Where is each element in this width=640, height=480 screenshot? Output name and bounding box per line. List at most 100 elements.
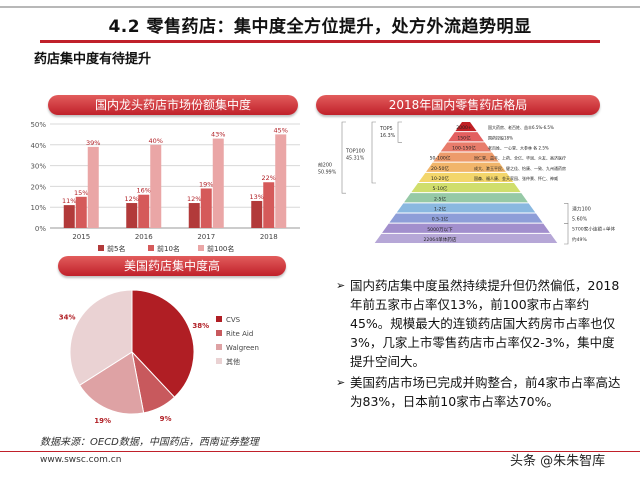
bracket-line: [371, 121, 376, 184]
pyramid-level-label: 5-10亿: [432, 185, 447, 192]
bar: [275, 134, 287, 228]
pyramid-level: [433, 152, 499, 162]
bracket-label: 5700家小连锁+单体: [572, 226, 616, 233]
section-subtitle: 药店集中度有待提升: [34, 52, 152, 67]
bar: [200, 188, 212, 228]
pyramid-level: [382, 223, 550, 233]
pyramid-level-text: 老百姓、一心堂、大参林 各 2.5%: [488, 144, 549, 150]
pyramid-level: [426, 162, 506, 172]
bar: [63, 205, 75, 228]
bar-value-label: 39%: [86, 139, 100, 147]
bar-value-label: 11%: [62, 197, 76, 205]
bracket-value: 50.99%: [318, 170, 337, 176]
bracket-line: [397, 121, 402, 143]
pyramid-level-label: 5000万以下: [427, 227, 453, 233]
china-share-chart-title: 国内龙头药店市场份额集中度: [48, 95, 298, 115]
legend-swatch: [216, 316, 222, 322]
bar-value-label: 12%: [125, 195, 139, 203]
bar-value-label: 16%: [137, 187, 151, 195]
pyramid-level-label: 22064单体药店: [424, 236, 457, 243]
bar: [138, 194, 150, 228]
pyramid-level-label: 100-150亿: [452, 144, 476, 151]
bar-value-label: 45%: [274, 126, 288, 134]
pyramid-level: [448, 132, 484, 142]
pyramid-level: [374, 233, 558, 243]
x-tick-label: 2015: [72, 233, 90, 241]
pyramid-level-text: 国森、福人康、金天家园、张仲景、怀仁、神威: [474, 175, 558, 181]
bar: [263, 182, 275, 228]
bracket-label: 潜力100: [572, 205, 591, 212]
retail-pharmacy-pyramid: 2000+ 国大药房、老百姓、益丰6.5%-6.5% 150亿 国药控股18% 100-…: [318, 121, 616, 245]
title-underline: [40, 40, 600, 43]
bracket-label: 前200: [318, 162, 332, 169]
y-tick-label: 20%: [30, 183, 46, 191]
bar: [251, 200, 263, 228]
pyramid-level-label: 50-100亿: [430, 155, 451, 162]
pie-slice: [131, 289, 195, 398]
us-chart-title: 美国药店集中度高: [58, 256, 286, 276]
pyramid-level-label: 150亿: [457, 134, 471, 141]
bracket-label: TOP100: [345, 149, 365, 155]
china-share-bar-chart: 0%10%20%30%40%50%11%15%39%201512%16%40%2…: [30, 121, 300, 253]
bar-value-label: 19%: [199, 180, 213, 188]
legend-swatch: [216, 330, 222, 336]
pyramid-level-text: 国大药房、老百姓、益丰6.5%-6.5%: [488, 124, 554, 130]
legend-swatch: [198, 245, 204, 251]
legend-swatch: [98, 245, 104, 251]
y-tick-label: 40%: [30, 142, 46, 150]
pie-slice: [69, 289, 133, 386]
bar-value-label: 43%: [211, 131, 225, 139]
bracket-line: [564, 203, 569, 224]
legend-swatch: [216, 344, 222, 350]
pie-value-label: 34%: [59, 313, 76, 321]
x-tick-label: 2018: [260, 233, 278, 241]
pie-slice: [78, 351, 145, 415]
bracket-line: [341, 121, 346, 194]
pyramid-level-label: 20-50亿: [431, 165, 449, 172]
pyramid-level-label: 0.5-1亿: [432, 216, 449, 223]
bar: [188, 203, 200, 228]
legend-label: 其他: [226, 357, 240, 366]
bullet-list: ➢ 国内药店集中度虽然持续提升但仍然偏低，2018年前五家市占率仅13%，前100…: [336, 276, 626, 413]
pyramid-level: [396, 203, 536, 213]
legend-swatch: [148, 245, 154, 251]
pyramid-level-text: 成大、漱玉平民、健之佳、怡康、一致、九州通药房: [474, 165, 566, 171]
pie-value-label: 19%: [94, 417, 111, 425]
bar-value-label: 22%: [262, 174, 276, 182]
bracket-value: 5.60%: [572, 217, 588, 223]
x-tick-label: 2017: [197, 233, 215, 241]
bracket-value: 约49%: [572, 236, 587, 243]
us-share-pie-chart: 38% 9% 19% 34% CVS Rite Aid Walgreen 其他: [59, 289, 259, 425]
bar: [75, 196, 87, 228]
pyramid-level: [404, 193, 528, 203]
bar-value-label: 15%: [74, 189, 88, 197]
pyramid-level: [411, 183, 521, 193]
bullet-item: ➢ 国内药店集中度虽然持续提升但仍然偏低，2018年前五家市占率仅13%，前100…: [336, 276, 626, 371]
top-rule: [0, 6, 640, 8]
pie-value-label: 9%: [160, 415, 172, 423]
bar: [87, 146, 99, 228]
y-tick-label: 50%: [30, 121, 46, 129]
bullet-text: 美国药店市场已完成并购整合，前4家市占率高达为83%，日本前10家市占率达70%…: [350, 375, 621, 409]
pyramid-level: [418, 172, 514, 182]
bar: [150, 144, 162, 228]
legend-label: 前100名: [207, 244, 234, 253]
bar: [126, 203, 138, 228]
legend-label: 前10名: [157, 244, 180, 253]
bar-value-label: 13%: [250, 193, 264, 201]
pyramid-chart-title: 2018年国内零售药店格局: [316, 95, 600, 115]
bracket-label: TOP5: [379, 126, 393, 132]
pyramid-level-text: 国药控股18%: [488, 134, 513, 140]
bullet-text: 国内药店集中度虽然持续提升但仍然偏低，2018年前五家市占率仅13%，前100家…: [350, 278, 620, 369]
legend-label: Rite Aid: [226, 330, 253, 338]
bracket-value: 45.31%: [346, 156, 365, 162]
bullet-item: ➢ 美国药店市场已完成并购整合，前4家市占率高达为83%，日本前10家市占率达70…: [336, 373, 626, 411]
y-tick-label: 10%: [30, 204, 46, 212]
arrow-bullet-icon: ➢: [336, 279, 346, 292]
pyramid-level-label: 1-2亿: [434, 205, 447, 212]
legend-label: Walgreen: [226, 344, 259, 352]
bracket-value: 16.3%: [380, 133, 396, 139]
y-tick-label: 0%: [35, 225, 46, 233]
data-source: 数据来源：OECD数据，中国药店，西南证券整理: [40, 437, 259, 448]
bracket-line: [564, 223, 569, 245]
